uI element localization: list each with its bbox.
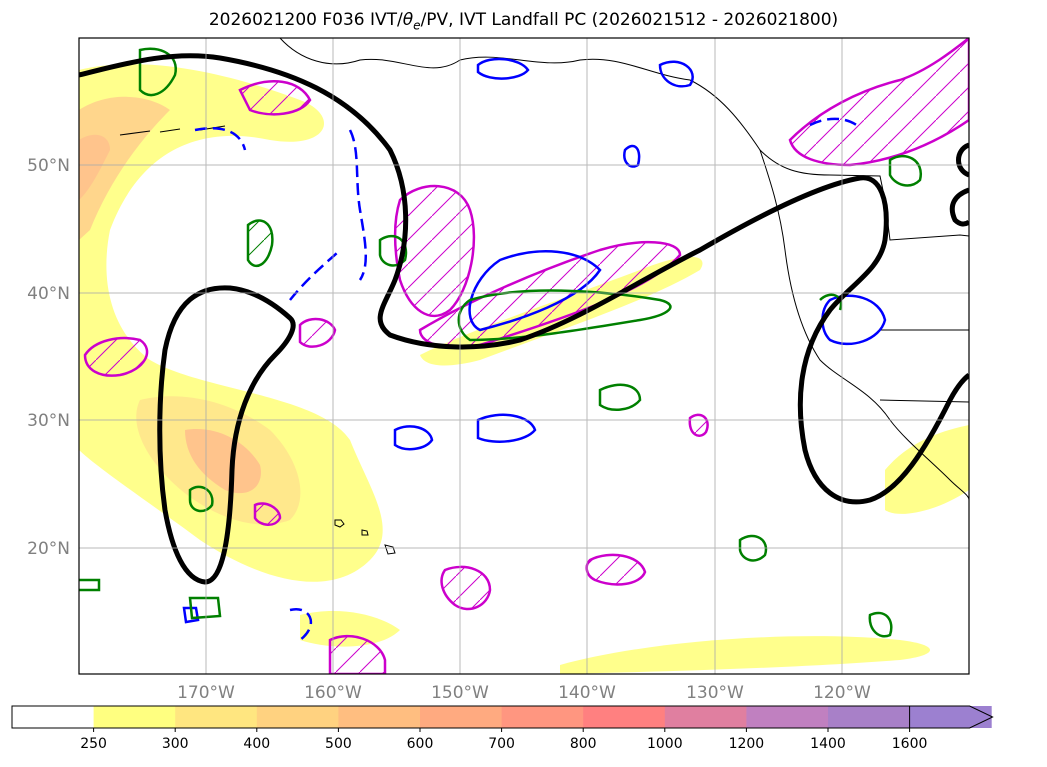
colorbar-segment [338, 706, 421, 728]
colorbar-tick-label: 800 [570, 736, 597, 752]
colorbar-segment [664, 706, 747, 728]
lat-label-30n: 30°N [27, 411, 70, 431]
blue-contour-2 [468, 250, 602, 332]
blue-dashed-5 [809, 117, 861, 129]
colorbar-tick-label: 700 [488, 736, 515, 752]
blue-contour-5 [393, 425, 434, 451]
blue-contour-1 [476, 57, 530, 80]
pv-contour-1 [393, 184, 476, 318]
colorbar-tick-label: 1400 [810, 736, 846, 752]
colorbar-tick-label: 400 [243, 736, 270, 752]
pc-line-northeast [949, 187, 969, 227]
colorbar-segment [256, 706, 339, 728]
green-contour-10 [738, 534, 768, 562]
lat-label-40n: 40°N [27, 284, 70, 304]
lon-label-120w: 120°W [813, 683, 871, 703]
colorbar-segment [746, 706, 829, 728]
colorbar-tick-label: 500 [325, 736, 352, 752]
map-frame [78, 37, 970, 675]
pv-contours [83, 38, 969, 674]
graticule [79, 38, 969, 674]
coastlines [119, 38, 969, 555]
theta-e-contours [79, 47, 923, 638]
colorbar-tick-label: 300 [162, 736, 189, 752]
map-panel [79, 38, 969, 674]
lat-label-20n: 20°N [27, 539, 70, 559]
ivt-region-southeast [560, 636, 930, 674]
colorbar-segment [93, 706, 176, 728]
alaska-coast [279, 38, 831, 176]
pv-contour-6 [585, 553, 647, 586]
pc-contours [79, 53, 969, 585]
lat-label-50n: 50°N [27, 156, 70, 176]
green-contour-11 [868, 611, 893, 638]
pv-contour-5 [440, 565, 492, 611]
pv-contour-11 [328, 634, 387, 674]
figure-title: 2026021200 F036 IVT/θe/PV, IVT Landfall … [0, 10, 1047, 32]
blue-contour-8 [658, 60, 694, 88]
ivt-region-baja [885, 425, 969, 514]
pc-loop-central [157, 285, 296, 585]
lon-label-140w: 140°W [558, 683, 616, 703]
blue-dashed-4 [289, 607, 312, 641]
pv-contour-4 [83, 336, 149, 377]
pc-line-main [79, 53, 969, 505]
colorbar-segment [175, 706, 258, 728]
green-contour-9 [378, 234, 408, 267]
pc-line-north [956, 142, 969, 178]
green-contour-6 [188, 596, 222, 620]
pv-contour-8 [253, 502, 282, 526]
lon-label-150w: 150°W [431, 683, 489, 703]
pv-contour-9 [688, 413, 709, 437]
lon-label-160w: 160°W [304, 683, 362, 703]
colorbar-segment [828, 706, 911, 728]
lon-label-130w: 130°W [686, 683, 744, 703]
green-contour-8 [888, 154, 923, 187]
green-contour-2 [138, 47, 177, 97]
green-contour-4 [598, 383, 642, 411]
colorbar-segment [12, 706, 95, 728]
green-contour-3 [457, 289, 672, 342]
colorbar-tick-label: 1000 [647, 736, 683, 752]
colorbar-outline [11, 705, 910, 729]
colorbar-segment [501, 706, 584, 728]
green-contour-1 [246, 219, 274, 268]
colorbar-tick-label: 600 [407, 736, 434, 752]
west-coast [759, 149, 969, 501]
ivt-max-northwest [79, 134, 110, 200]
colorbar-tick-label: 1600 [892, 736, 928, 752]
title-suffix: /PV, IVT Landfall PC (2026021512 - 20260… [420, 10, 839, 30]
colorbar-extend-arrow [909, 705, 994, 729]
ivt-core-northwest [79, 96, 170, 240]
blue-contours [182, 57, 887, 641]
title-prefix: 2026021200 F036 IVT/ [208, 10, 403, 30]
blue-contour-4 [476, 413, 537, 443]
colorbar: 250 300 400 500 600 700 800 1000 1200 1400 1600 [11, 705, 994, 752]
colorbar-tick-label: 250 [80, 736, 107, 752]
pv-contour-7 [298, 317, 337, 348]
pv-contour-3 [788, 38, 969, 167]
colorbar-segment [420, 706, 503, 728]
green-contour-5 [188, 485, 214, 513]
blue-dashed-2 [194, 126, 247, 151]
title-theta: θ [402, 10, 414, 30]
title-theta-subscript: e [413, 18, 421, 33]
green-contour-7 [819, 293, 843, 311]
green-contour-12 [79, 578, 101, 592]
state-borders [879, 329, 969, 403]
hawaii-islands [334, 519, 396, 555]
pv-contour-10 [238, 80, 312, 116]
ivt-region-south [300, 610, 400, 647]
colorbar-segment [583, 706, 666, 728]
colorbar-tick-label: 1200 [729, 736, 765, 752]
lon-label-170w: 170°W [177, 683, 235, 703]
ivt-max-central [185, 429, 261, 494]
blue-dashed-1 [348, 129, 368, 281]
